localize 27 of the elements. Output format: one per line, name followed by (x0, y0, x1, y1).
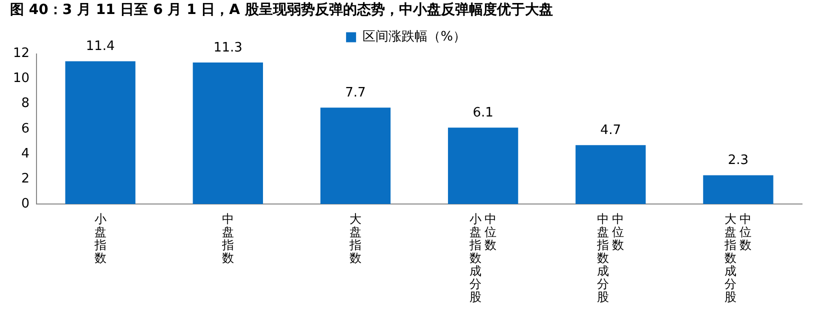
y-tick-label: 8 (21, 96, 30, 112)
data-label: 11.4 (86, 39, 115, 54)
y-tick-label: 0 (21, 196, 30, 212)
y-tick-label: 4 (21, 146, 30, 162)
bar (703, 175, 774, 204)
y-tick-label: 2 (21, 171, 30, 186)
data-label: 11.3 (213, 40, 242, 56)
x-tick-label: 中盘指数 (222, 212, 234, 267)
bar (192, 62, 263, 204)
data-label: 6.1 (472, 106, 494, 121)
bar (320, 108, 391, 204)
category-label: 小盘指数成分股中位数 (470, 212, 497, 304)
bar (576, 145, 646, 204)
bar (65, 61, 136, 204)
x-tick-label: 大盘指数 (349, 212, 362, 267)
legend-label: 区间涨跌幅（%） (362, 30, 466, 45)
data-label: 2.3 (728, 153, 749, 168)
y-tick-label: 10 (12, 71, 30, 86)
chart-title: 图 40：3 月 11 日至 6 月 1 日，A 股呈现弱势反弹的态势，中小盘反弹幅度优于大盘 (10, 1, 553, 18)
x-tick-label: 小盘指数 (94, 212, 106, 267)
y-tick-label: 12 (12, 46, 30, 62)
data-label: 4.7 (600, 123, 621, 138)
y-tick-label: 6 (21, 121, 30, 136)
category-label: 中盘指数成分股中位数 (597, 212, 624, 304)
data-label: 7.7 (345, 85, 366, 100)
bar (448, 128, 518, 204)
category-label: 大盘指数成分股中位数 (724, 212, 752, 304)
